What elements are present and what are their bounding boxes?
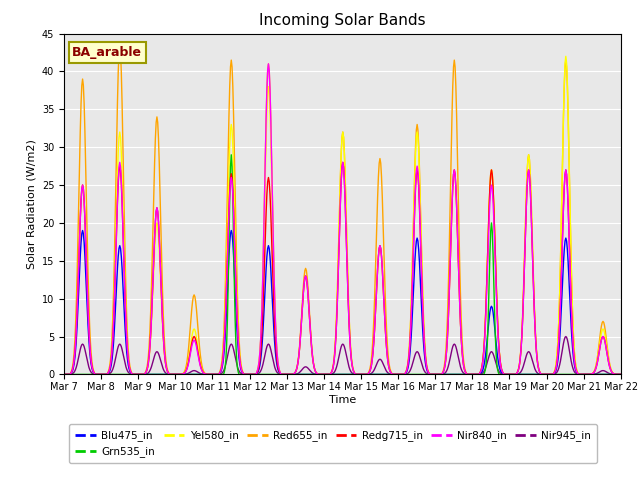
Legend: Blu475_in, Grn535_in, Yel580_in, Red655_in, Redg715_in, Nir840_in, Nir945_in: Blu475_in, Grn535_in, Yel580_in, Red655_… bbox=[69, 424, 597, 463]
Title: Incoming Solar Bands: Incoming Solar Bands bbox=[259, 13, 426, 28]
X-axis label: Time: Time bbox=[329, 395, 356, 405]
Text: BA_arable: BA_arable bbox=[72, 46, 142, 59]
Y-axis label: Solar Radiation (W/m2): Solar Radiation (W/m2) bbox=[26, 139, 36, 269]
